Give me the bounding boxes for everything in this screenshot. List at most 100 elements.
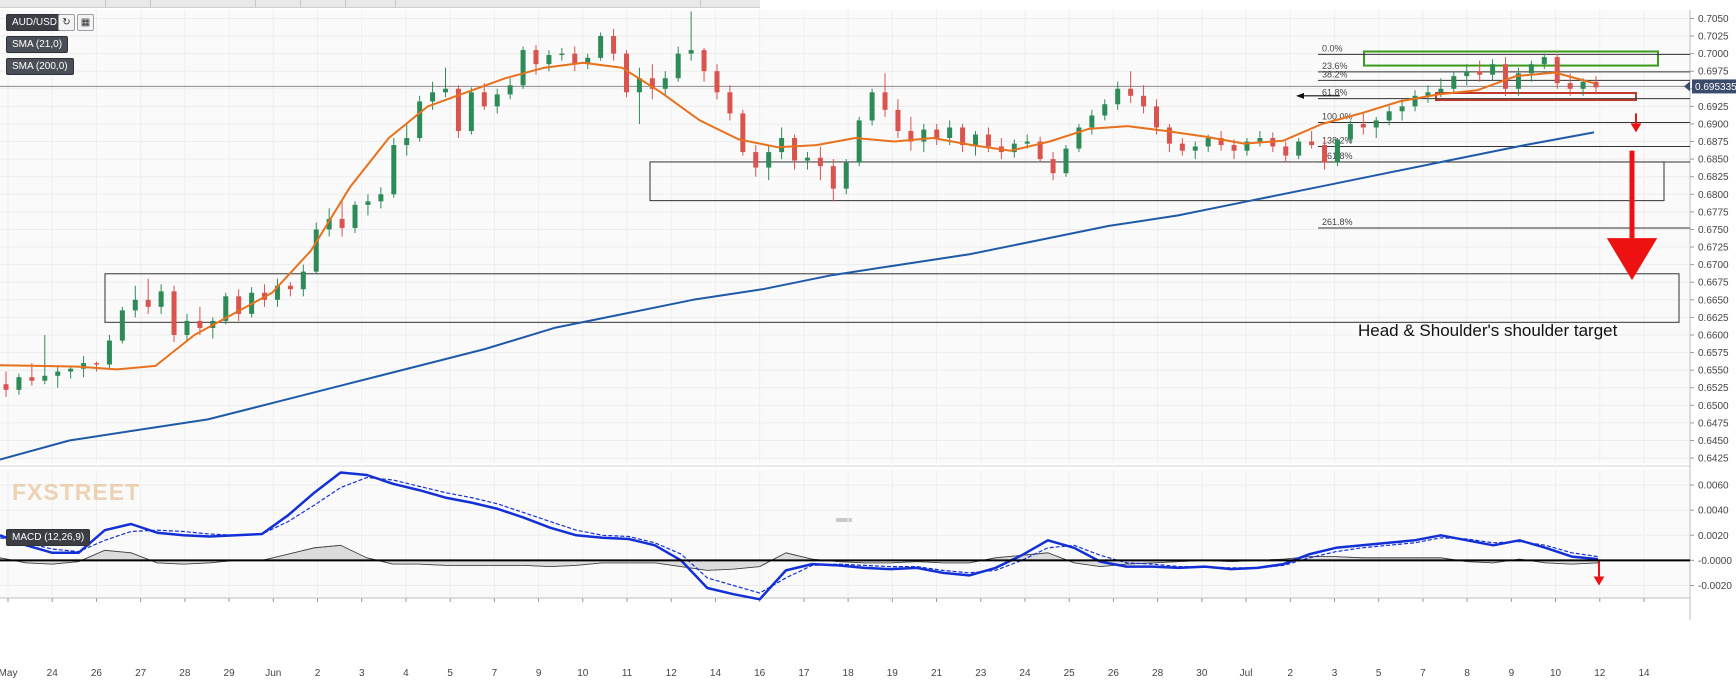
price-tick-label: 0.6750 bbox=[1698, 225, 1729, 236]
candle-body bbox=[1153, 106, 1159, 128]
time-tick-label: 24 bbox=[47, 668, 59, 679]
candle-body bbox=[1037, 141, 1043, 160]
candle-body bbox=[1593, 81, 1599, 88]
candle-body bbox=[184, 320, 190, 335]
price-tick-label: 0.6450 bbox=[1698, 436, 1729, 447]
time-tick-label: 30 bbox=[1196, 668, 1208, 679]
resistance-zone-box bbox=[1363, 50, 1659, 67]
target-zone-box bbox=[104, 273, 1680, 323]
refresh-icon[interactable]: ↻ bbox=[58, 14, 75, 31]
candle-body bbox=[1192, 146, 1198, 151]
candle-body bbox=[546, 55, 552, 65]
candle-body bbox=[145, 299, 151, 307]
calendar-icon[interactable]: ▦ bbox=[77, 14, 94, 31]
sma-fast-tag[interactable]: SMA (21,0) bbox=[6, 36, 69, 53]
sma-slow-tag[interactable]: SMA (200,0) bbox=[6, 58, 74, 75]
candle-body bbox=[1141, 95, 1147, 107]
time-tick-label: 11 bbox=[622, 668, 633, 679]
candle-body bbox=[1309, 141, 1315, 146]
fib-level-label: 38.2% bbox=[1322, 69, 1348, 79]
price-tick-label: 0.6875 bbox=[1698, 137, 1729, 148]
target-annotation: Head & Shoulder's shoulder target bbox=[1358, 321, 1618, 340]
candle-body bbox=[753, 152, 759, 168]
time-tick-label: 7 bbox=[1420, 668, 1426, 679]
toolbar-divider bbox=[150, 0, 151, 7]
macd-tag[interactable]: MACD (12,26,9) bbox=[6, 529, 91, 546]
time-tick-label: 7 bbox=[492, 668, 498, 679]
time-tick-label: 19 bbox=[887, 668, 899, 679]
price-tick-label: 0.7050 bbox=[1698, 14, 1729, 25]
time-tick-label: 28 bbox=[179, 668, 191, 679]
sma-21-line bbox=[0, 61, 1595, 371]
candle-body bbox=[1076, 127, 1082, 149]
pointer-head bbox=[1296, 92, 1304, 99]
macd-tick-label: -0.0020 bbox=[1698, 581, 1732, 592]
time-tick-label: 3 bbox=[359, 668, 365, 679]
candle-body bbox=[688, 50, 694, 54]
target-down-arrow-head bbox=[1606, 238, 1658, 281]
candle-body bbox=[455, 88, 461, 131]
candle-body bbox=[1360, 123, 1366, 128]
candle-body bbox=[417, 101, 423, 139]
candle-body bbox=[804, 157, 810, 161]
candle-body bbox=[1373, 120, 1379, 128]
toolbar-divider bbox=[300, 0, 301, 7]
candle-body bbox=[1296, 141, 1302, 156]
symbol-tag[interactable]: AUD/USD bbox=[6, 14, 64, 31]
macd-histogram-outline bbox=[0, 544, 1599, 571]
time-tick-label: 5 bbox=[447, 668, 453, 679]
time-tick-label: 21 bbox=[931, 668, 943, 679]
candle-body bbox=[1179, 143, 1185, 151]
candle-body bbox=[1399, 106, 1405, 112]
candle-body bbox=[817, 157, 823, 167]
candle-body bbox=[1050, 159, 1056, 174]
candle-body bbox=[623, 53, 629, 93]
price-tick-label: 0.7025 bbox=[1698, 32, 1729, 43]
candle-body bbox=[287, 285, 293, 290]
price-tick-label: 0.6725 bbox=[1698, 243, 1729, 254]
watermark-logo: FXSTREET bbox=[12, 479, 140, 505]
candle-body bbox=[1528, 64, 1534, 74]
candle-body bbox=[1567, 83, 1573, 89]
candle-body bbox=[1490, 64, 1496, 75]
time-tick-label: Jun bbox=[265, 668, 281, 679]
candle-body bbox=[171, 291, 177, 335]
candle-body bbox=[973, 134, 979, 146]
candle-body bbox=[158, 291, 164, 307]
candle-body bbox=[93, 363, 99, 365]
candle-body bbox=[934, 129, 940, 139]
candle-body bbox=[1011, 143, 1017, 153]
candle-body bbox=[352, 204, 358, 229]
price-tick-label: 0.6525 bbox=[1698, 383, 1729, 394]
price-panel bbox=[0, 10, 1690, 463]
toolbar-divider bbox=[105, 0, 106, 7]
price-tick-label: 0.6550 bbox=[1698, 366, 1729, 377]
time-tick-label: May bbox=[0, 668, 17, 679]
candle-body bbox=[1102, 104, 1108, 116]
price-tick-label: 0.6475 bbox=[1698, 418, 1729, 429]
candle-body bbox=[908, 130, 914, 142]
candle-body bbox=[1231, 145, 1237, 151]
candle-body bbox=[55, 371, 61, 376]
time-tick-label: 14 bbox=[710, 668, 722, 679]
small-down-arrow-head bbox=[1630, 123, 1642, 133]
price-tick-label: 0.6600 bbox=[1698, 330, 1729, 341]
candle-body bbox=[766, 152, 772, 168]
macd-down-arrow-head bbox=[1593, 576, 1605, 586]
candle-body bbox=[197, 320, 203, 328]
candle-body bbox=[649, 78, 655, 89]
candle-body bbox=[1322, 145, 1328, 163]
candle-body bbox=[843, 162, 849, 189]
time-tick-label: 26 bbox=[91, 668, 103, 679]
candle-body bbox=[481, 92, 487, 107]
sma-200-line bbox=[0, 131, 1595, 461]
time-tick-label: 12 bbox=[1594, 668, 1606, 679]
candle-body bbox=[1554, 57, 1560, 84]
candle-body bbox=[882, 92, 888, 110]
time-tick-label: 24 bbox=[1019, 668, 1031, 679]
toolbar-divider bbox=[255, 0, 256, 7]
time-tick-label: 18 bbox=[843, 668, 855, 679]
candle-body bbox=[598, 36, 604, 58]
current-price-pointer bbox=[1684, 81, 1690, 92]
